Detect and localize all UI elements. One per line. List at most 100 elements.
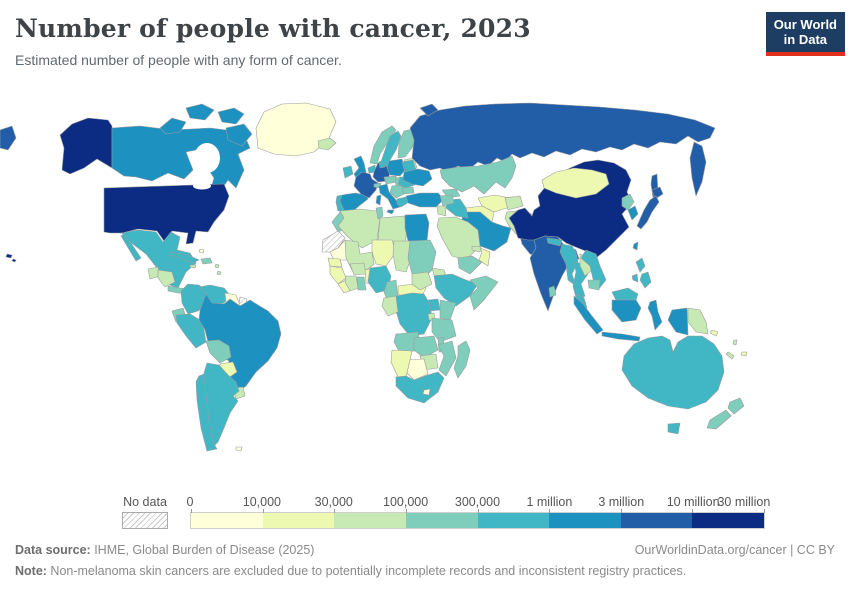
country-hawaii[interactable] [11, 258, 17, 263]
country-philippines[interactable] [631, 273, 639, 283]
country-tunisia[interactable] [375, 206, 384, 220]
country-greece[interactable] [396, 196, 410, 208]
country-kyrgyzstan-tajikistan[interactable] [504, 195, 524, 211]
country-ireland[interactable] [342, 165, 354, 179]
country-tanzania[interactable] [431, 317, 457, 343]
legend-bin-1[interactable] [191, 513, 263, 528]
legend-bin-2[interactable] [262, 513, 335, 528]
legend-bin-8[interactable] [692, 513, 764, 528]
country-oman[interactable] [478, 247, 491, 267]
country-honduras-nicaragua[interactable] [157, 269, 176, 288]
country-novaya-zemlya[interactable] [419, 103, 439, 117]
country-yemen[interactable] [457, 255, 483, 275]
owid-logo[interactable]: Our World in Data [765, 12, 845, 56]
country-guinea-group[interactable] [329, 265, 347, 285]
country-saudi-arabia[interactable] [436, 216, 481, 261]
country-gabon-congo[interactable] [381, 295, 399, 317]
country-arctic-islands[interactable] [159, 117, 187, 135]
country-corsica-sardinia[interactable] [375, 194, 382, 206]
country-philippines[interactable] [635, 257, 646, 273]
country-sri-lanka[interactable] [548, 285, 557, 298]
country-indonesia-sumatra[interactable] [573, 295, 604, 335]
country-philippines[interactable] [639, 271, 652, 289]
country-new-caledonia[interactable] [725, 351, 735, 360]
footer-license-link[interactable]: OurWorldinData.org/cancer | CC BY [634, 543, 835, 557]
legend-bin-6[interactable] [549, 513, 621, 528]
country-kamchatka[interactable] [689, 141, 707, 197]
country-hispaniola[interactable] [200, 257, 213, 265]
country-alaska[interactable] [59, 117, 113, 175]
country-egypt[interactable] [404, 213, 430, 242]
country-kenya[interactable] [439, 299, 457, 321]
country-ivory-coast[interactable] [344, 275, 359, 292]
country-fiji[interactable] [740, 351, 748, 357]
country-cuba[interactable] [169, 251, 200, 264]
country-peru[interactable] [175, 313, 207, 349]
country-iceland[interactable] [317, 137, 337, 151]
country-ukraine[interactable] [402, 168, 433, 187]
country-mozambique[interactable] [437, 340, 457, 377]
country-lesotho[interactable] [422, 388, 431, 396]
country-somalia[interactable] [469, 275, 499, 311]
world-choropleth-map[interactable] [0, 90, 850, 490]
country-japan-hokkaido[interactable] [651, 186, 664, 200]
country-jamaica[interactable] [189, 264, 197, 269]
country-vanuatu[interactable] [732, 339, 738, 346]
country-algeria[interactable] [337, 208, 381, 249]
country-arctic-islands[interactable] [217, 107, 245, 125]
country-greenland[interactable] [255, 102, 337, 157]
country-baja-california[interactable] [120, 233, 142, 262]
country-brazil[interactable] [198, 293, 282, 392]
legend-bin-7[interactable] [620, 513, 693, 528]
country-arctic-islands[interactable] [185, 103, 215, 121]
country-bahamas[interactable] [198, 248, 205, 254]
country-sicily[interactable] [386, 209, 395, 215]
country-solomon-islands[interactable] [709, 329, 719, 337]
legend-no-data-swatch[interactable] [122, 512, 168, 529]
country-jordan-israel[interactable] [436, 205, 447, 217]
country-falkland-islands[interactable] [235, 446, 243, 452]
country-taiwan[interactable] [632, 241, 639, 251]
country-uae-qatar[interactable] [471, 245, 482, 253]
country-tasmania[interactable] [667, 422, 681, 435]
country-malaysia-borneo[interactable] [611, 287, 639, 301]
country-nepal[interactable] [546, 237, 563, 247]
country-south-africa[interactable] [395, 371, 445, 404]
country-indonesia-sulawesi[interactable] [647, 299, 663, 331]
country-syria[interactable] [439, 194, 455, 207]
country-france[interactable] [353, 171, 379, 199]
country-new-zealand-south[interactable] [706, 409, 732, 430]
country-lesser-antilles[interactable] [216, 270, 222, 276]
country-hawaii[interactable] [5, 253, 13, 259]
country-japan[interactable] [636, 195, 660, 230]
country-ghana[interactable] [356, 276, 367, 291]
map-svg[interactable] [0, 90, 850, 490]
country-turkey[interactable] [405, 192, 445, 208]
legend-bin-5[interactable] [477, 513, 550, 528]
country-zambia[interactable] [413, 335, 439, 359]
country-papua-new-guinea[interactable] [687, 307, 709, 335]
country-indonesia-borneo[interactable] [611, 299, 642, 323]
country-indonesia-papua[interactable] [667, 307, 689, 336]
country-senegal-gambia[interactable] [327, 257, 343, 268]
country-usa[interactable] [103, 183, 230, 245]
country-kazakhstan[interactable] [439, 155, 517, 195]
country-south-korea[interactable] [627, 205, 639, 221]
country-italy[interactable] [378, 183, 401, 210]
country-south-sudan[interactable] [411, 271, 433, 291]
country-bulgaria[interactable] [401, 186, 415, 195]
country-bolivia[interactable] [205, 339, 232, 364]
country-dr-congo[interactable] [394, 292, 433, 337]
country-indonesia-java[interactable] [601, 331, 641, 342]
country-mongolia[interactable] [541, 167, 610, 199]
country-poland[interactable] [386, 158, 406, 177]
country-australia[interactable] [621, 335, 725, 410]
country-norway[interactable] [369, 125, 397, 165]
country-russia-wrap[interactable] [0, 125, 17, 151]
legend-bin-3[interactable] [334, 513, 406, 528]
country-madagascar[interactable] [453, 340, 471, 379]
country-spain[interactable] [339, 192, 369, 214]
country-burkina-faso[interactable] [349, 262, 367, 276]
country-new-zealand-north[interactable] [727, 397, 745, 415]
legend-bin-4[interactable] [405, 513, 478, 528]
